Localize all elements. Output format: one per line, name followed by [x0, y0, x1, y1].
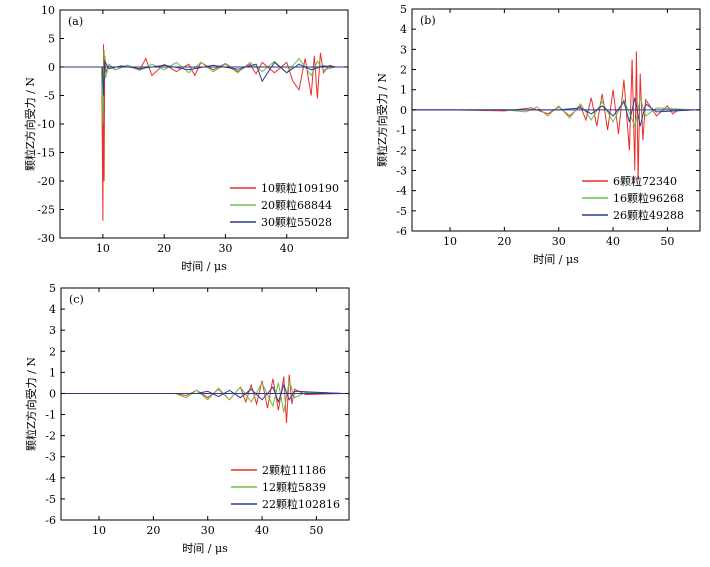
- x-tick-label: 20: [146, 524, 160, 537]
- y-tick-label: 0: [48, 61, 55, 74]
- series-line: [60, 49, 336, 125]
- x-tick-label: 40: [280, 242, 294, 255]
- y-tick-label: -1: [396, 124, 407, 137]
- y-tick-label: -3: [396, 164, 407, 177]
- legend-entry: 2颗粒11186: [262, 463, 326, 477]
- y-tick-label: -25: [37, 204, 55, 217]
- y-tick-label: -2: [45, 430, 56, 443]
- series-group: [60, 44, 336, 221]
- y-tick-label: -1: [45, 409, 56, 422]
- y-tick-label: -20: [37, 175, 55, 188]
- y-axis-label: 颗粒Z方向受力 / N: [24, 357, 38, 451]
- y-axis-label: 颗粒Z方向受力 / N: [375, 73, 389, 167]
- panel-label: (b): [420, 14, 436, 27]
- y-tick-label: -10: [37, 118, 55, 131]
- x-tick-label: 20: [157, 242, 171, 255]
- legend-entry: 6颗粒72340: [613, 174, 677, 188]
- y-tick-label: 1: [400, 84, 407, 97]
- x-tick-label: 30: [201, 524, 215, 537]
- legend-entry: 10颗粒109190: [261, 181, 339, 195]
- legend-entry: 26颗粒49288: [613, 208, 684, 222]
- panel-label: (a): [68, 15, 83, 28]
- x-tick-label: 40: [606, 235, 620, 248]
- x-tick-label: 30: [552, 235, 566, 248]
- plot-frame: [411, 8, 701, 232]
- x-axis-label: 时间 / μs: [181, 260, 227, 273]
- legend-entry: 30颗粒55028: [261, 215, 332, 229]
- series-line: [412, 51, 695, 181]
- y-tick-label: 2: [49, 345, 56, 358]
- series-line: [61, 374, 344, 424]
- x-tick-label: 30: [218, 242, 232, 255]
- y-tick-label: 5: [48, 33, 55, 46]
- x-tick-label: 50: [309, 524, 323, 537]
- y-tick-label: -3: [45, 451, 56, 464]
- y-tick-label: 0: [400, 104, 407, 117]
- y-tick-label: -30: [37, 232, 55, 245]
- plot-frame: [60, 287, 350, 521]
- x-tick-label: 50: [660, 235, 674, 248]
- y-tick-label: 0: [49, 387, 56, 400]
- y-tick-label: -4: [45, 472, 56, 485]
- series-group: [412, 51, 695, 181]
- y-tick-label: -15: [37, 147, 55, 160]
- x-axis-label: 时间 / μs: [182, 542, 228, 555]
- x-tick-label: 20: [497, 235, 511, 248]
- legend-entry: 16颗粒96268: [613, 191, 684, 205]
- y-tick-label: 4: [400, 23, 407, 36]
- series-line: [60, 59, 336, 96]
- y-tick-label: -6: [45, 514, 56, 527]
- y-tick-label: 5: [400, 3, 407, 16]
- legend-entry: 20颗粒68844: [261, 198, 332, 212]
- y-tick-label: 5: [49, 282, 56, 295]
- x-tick-label: 10: [96, 242, 110, 255]
- y-tick-label: -5: [396, 205, 407, 218]
- x-tick-label: 10: [92, 524, 106, 537]
- x-tick-label: 40: [255, 524, 269, 537]
- legend-entry: 12颗粒5839: [262, 480, 326, 494]
- y-tick-label: -5: [44, 90, 55, 103]
- y-tick-label: -5: [45, 493, 56, 506]
- y-tick-label: 3: [400, 43, 407, 56]
- y-tick-label: -2: [396, 144, 407, 157]
- y-tick-label: 4: [49, 303, 56, 316]
- legend-entry: 22颗粒102816: [262, 497, 340, 511]
- series-line: [412, 97, 695, 127]
- y-tick-label: -4: [396, 185, 407, 198]
- series-line: [61, 383, 344, 404]
- y-axis-label: 颗粒Z方向受力 / N: [23, 77, 37, 171]
- series-line: [61, 380, 344, 413]
- series-line: [412, 97, 695, 128]
- x-tick-label: 10: [443, 235, 457, 248]
- y-tick-label: 10: [41, 4, 55, 17]
- x-axis-label: 时间 / μs: [533, 253, 579, 266]
- y-tick-label: -6: [396, 225, 407, 238]
- y-tick-label: 3: [49, 324, 56, 337]
- y-tick-label: 2: [400, 64, 407, 77]
- panel-label: (c): [69, 293, 84, 306]
- y-tick-label: 1: [49, 366, 56, 379]
- series-group: [61, 374, 344, 424]
- panel-a: 10 20 30 40 10 5 0 -5 -10 -15 -20 -25 -30 (a) 时间 / μs 颗…: [23, 4, 349, 273]
